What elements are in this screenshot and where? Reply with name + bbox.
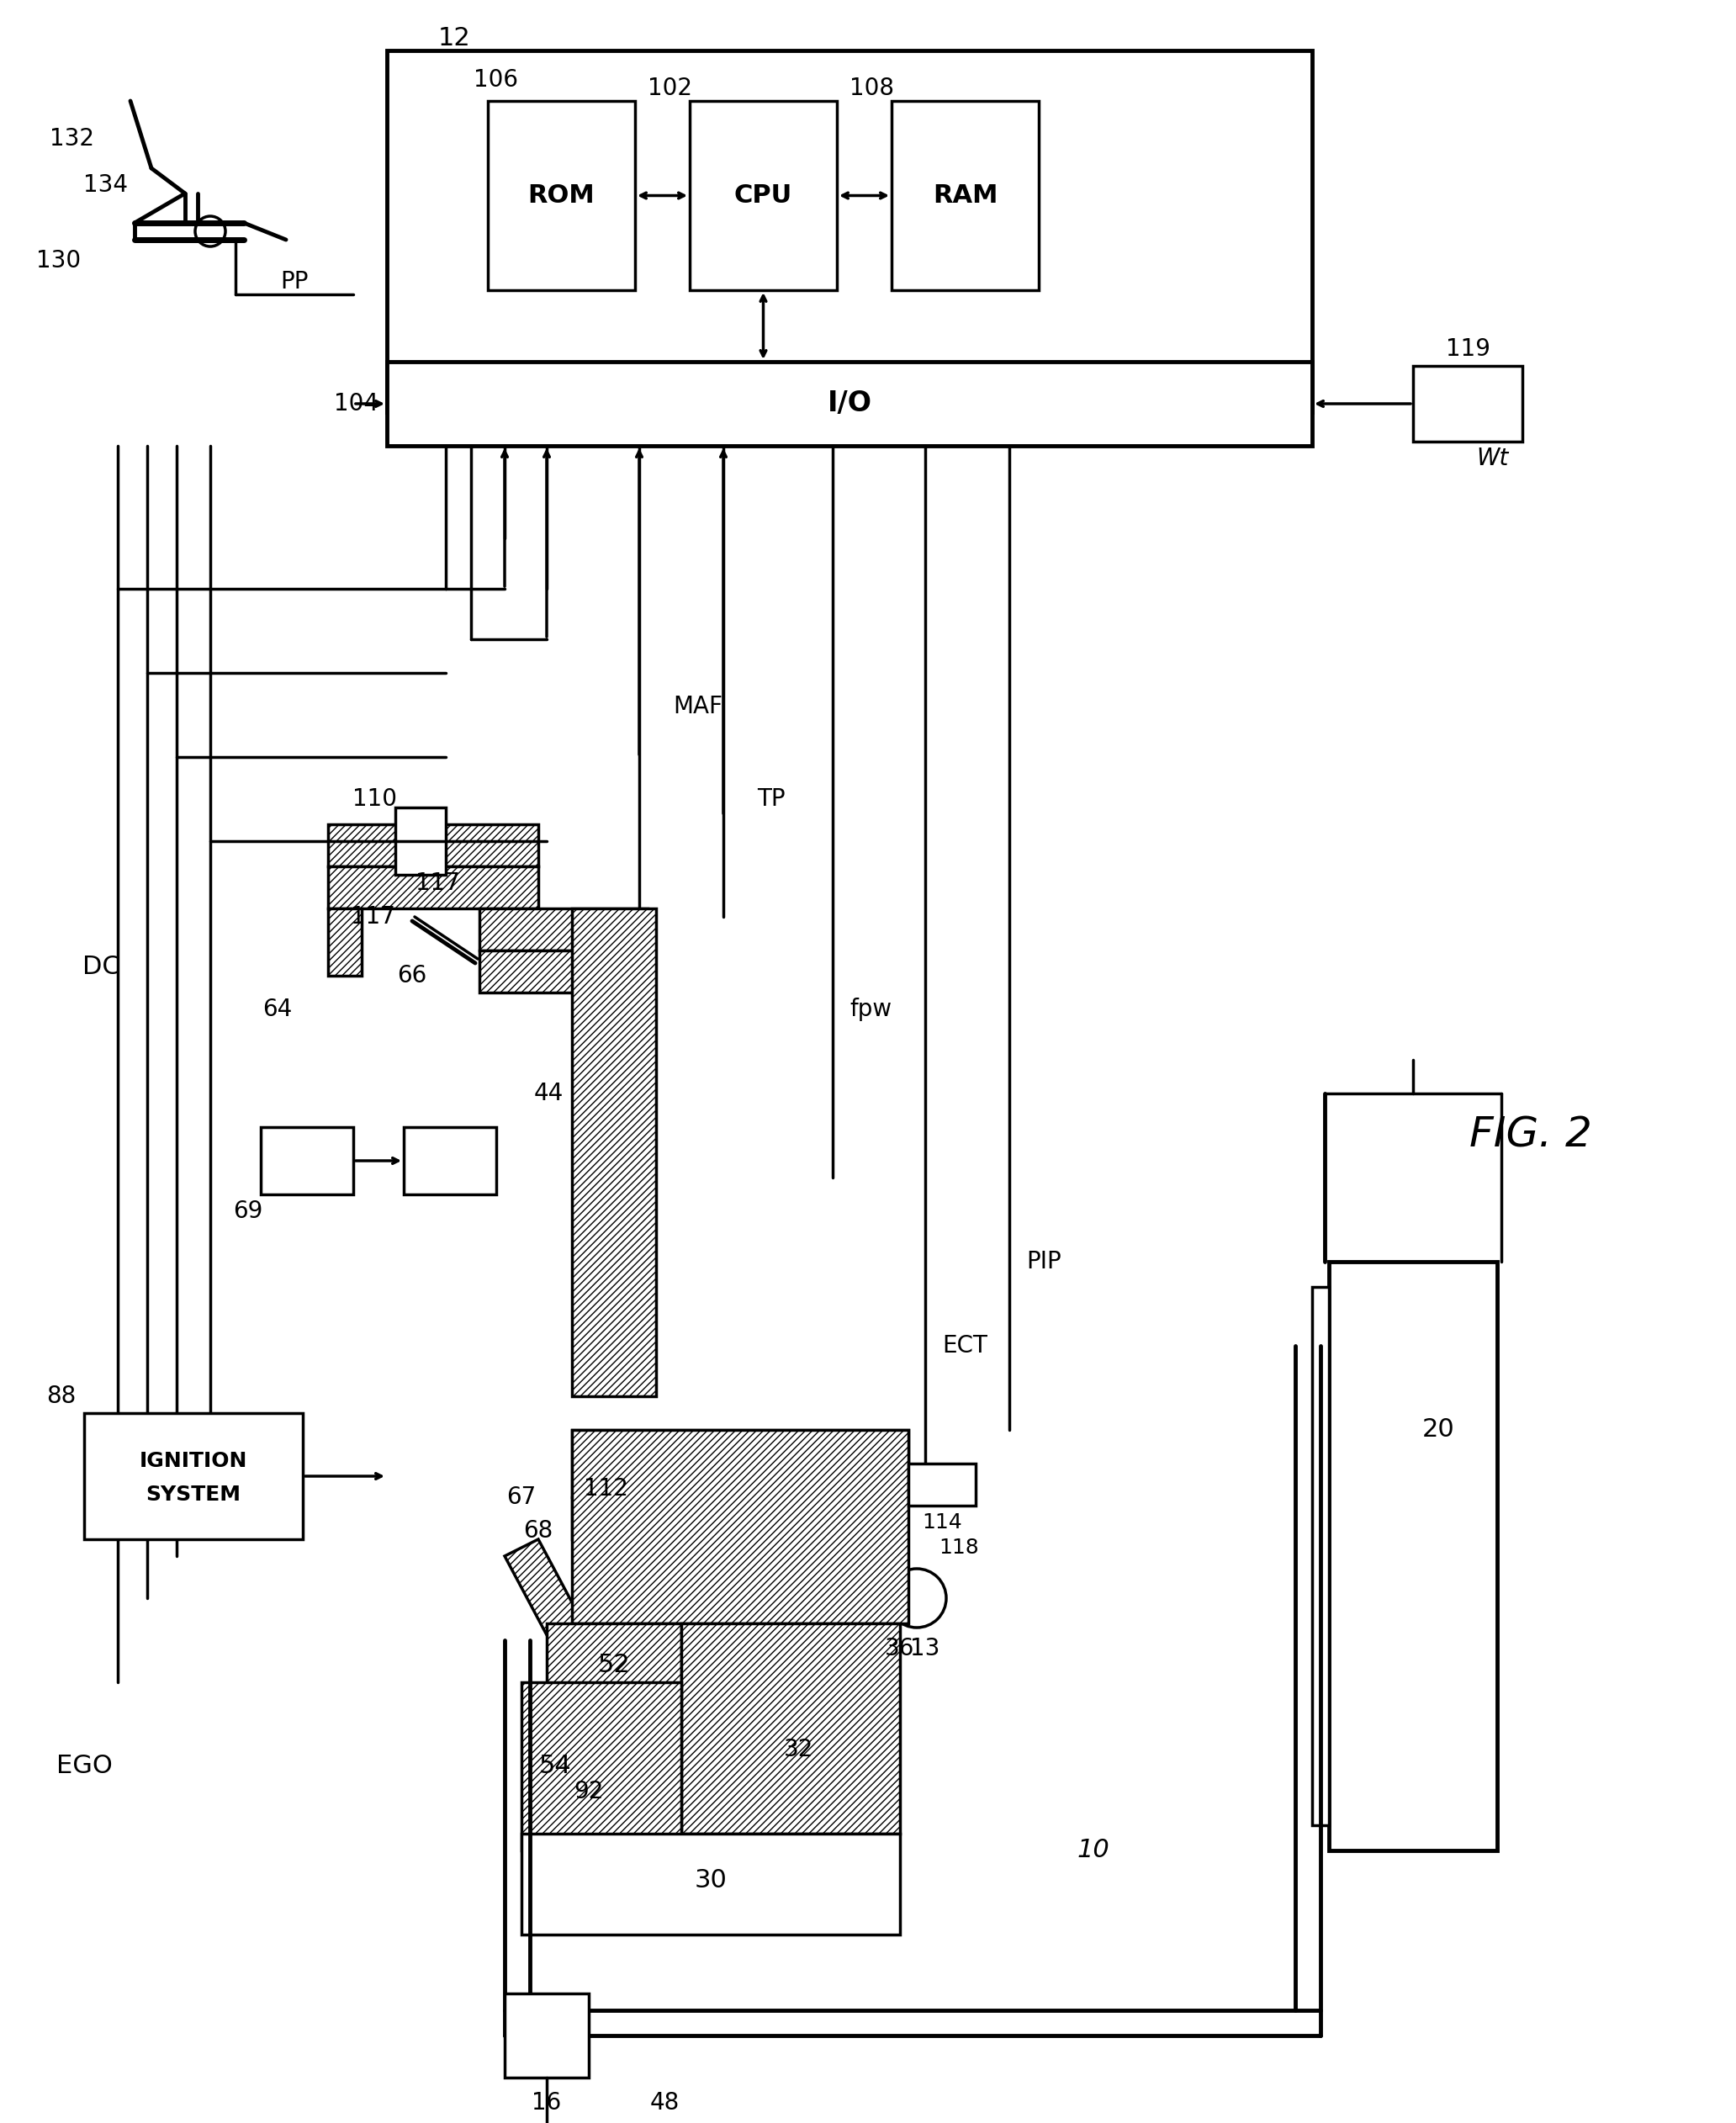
Bar: [505, 1993, 589, 2078]
Bar: [892, 102, 1038, 291]
Text: 134: 134: [83, 174, 127, 197]
Text: 32: 32: [785, 1739, 814, 1762]
Text: FIG. 2: FIG. 2: [1469, 1115, 1592, 1155]
Text: 64: 64: [262, 998, 292, 1021]
Text: EGO: EGO: [56, 1754, 113, 1779]
Bar: [1330, 1261, 1496, 1851]
Text: 112: 112: [583, 1478, 628, 1501]
Bar: [1312, 1287, 1330, 1826]
Text: 132: 132: [49, 127, 94, 151]
Text: 130: 130: [36, 248, 82, 272]
Text: 67: 67: [507, 1486, 536, 1509]
Bar: [479, 909, 648, 951]
Text: 106: 106: [474, 68, 519, 91]
Text: Wt: Wt: [1477, 446, 1509, 469]
Bar: [833, 1497, 875, 1539]
Text: ECT: ECT: [943, 1333, 988, 1357]
Text: PIP: PIP: [1026, 1250, 1061, 1274]
Text: ROM: ROM: [528, 183, 595, 208]
Bar: [571, 909, 656, 1397]
Text: SYSTEM: SYSTEM: [146, 1484, 241, 1505]
Text: 117: 117: [351, 904, 396, 928]
Text: 52: 52: [597, 1654, 630, 1677]
Text: RAM: RAM: [932, 183, 998, 208]
Text: 119: 119: [1446, 338, 1489, 361]
Text: 30: 30: [694, 1868, 727, 1892]
Bar: [571, 1431, 908, 1497]
Text: 12: 12: [437, 25, 470, 51]
Bar: [689, 102, 837, 291]
Bar: [681, 1624, 899, 1834]
Text: TP: TP: [757, 788, 785, 811]
Text: I/O: I/O: [828, 391, 871, 418]
Text: 20: 20: [1422, 1418, 1455, 1442]
Polygon shape: [505, 1539, 606, 1681]
Text: 36: 36: [885, 1637, 915, 1660]
Text: 108: 108: [849, 76, 894, 100]
Bar: [328, 866, 538, 909]
Bar: [571, 1431, 908, 1624]
Bar: [387, 51, 1312, 412]
Text: 66: 66: [398, 964, 427, 987]
Bar: [404, 1127, 496, 1195]
Text: 44: 44: [535, 1083, 564, 1106]
Bar: [488, 102, 635, 291]
Text: 10: 10: [1076, 1839, 1109, 1862]
Text: IGNITION: IGNITION: [139, 1450, 248, 1471]
Text: 69: 69: [233, 1199, 262, 1223]
Text: DC: DC: [82, 955, 120, 979]
Text: 117: 117: [415, 870, 460, 896]
Text: 48: 48: [649, 2091, 679, 2115]
Text: PP: PP: [279, 270, 309, 293]
Bar: [571, 1497, 615, 1539]
Bar: [260, 1127, 352, 1195]
Text: 13: 13: [910, 1637, 941, 1660]
Text: 54: 54: [538, 1754, 571, 1779]
Text: 92: 92: [575, 1779, 604, 1802]
Bar: [328, 909, 361, 977]
Bar: [387, 361, 1312, 446]
Bar: [396, 807, 446, 875]
Bar: [521, 1834, 899, 1934]
Bar: [521, 1681, 681, 1851]
Bar: [328, 824, 538, 866]
Text: 118: 118: [939, 1537, 979, 1558]
Text: fpw: fpw: [849, 998, 892, 1021]
Bar: [908, 1463, 976, 1505]
Bar: [1413, 365, 1522, 442]
Text: 88: 88: [47, 1384, 76, 1408]
Text: CPU: CPU: [734, 183, 792, 208]
Text: 16: 16: [531, 2091, 561, 2115]
Bar: [479, 951, 648, 994]
Bar: [547, 1624, 681, 1834]
Bar: [83, 1414, 302, 1539]
Text: 68: 68: [524, 1520, 554, 1543]
Text: 114: 114: [922, 1512, 962, 1533]
Text: 104: 104: [333, 393, 378, 416]
Text: MAF: MAF: [674, 694, 722, 718]
Text: 102: 102: [648, 76, 693, 100]
Text: 110: 110: [352, 788, 396, 811]
